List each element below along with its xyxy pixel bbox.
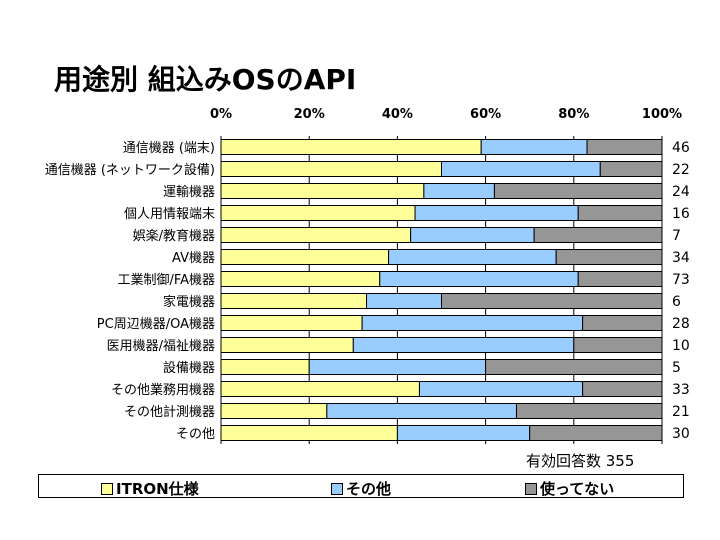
count-label: 24 xyxy=(672,184,690,200)
bar-segment xyxy=(220,227,412,243)
legend: ITRON仕様 その他 使ってない xyxy=(38,474,684,498)
count-label: 33 xyxy=(672,382,690,398)
gridlines xyxy=(220,136,663,444)
category-label: 娯楽/教育機器 xyxy=(133,228,215,244)
bar-segment xyxy=(577,205,663,221)
bar-segment xyxy=(220,315,363,331)
bar-segment xyxy=(582,381,663,397)
count-label: 30 xyxy=(672,426,690,442)
category-label: 設備機器 xyxy=(163,360,215,376)
count-label: 28 xyxy=(672,316,690,332)
x-tick-label: 100% xyxy=(642,107,682,122)
legend-label-other: その他 xyxy=(346,480,392,498)
bar-segment xyxy=(529,425,663,441)
bar-segment xyxy=(582,315,663,331)
count-label: 6 xyxy=(672,294,681,310)
count-label: 22 xyxy=(672,162,690,178)
category-label: 通信機器 (端末) xyxy=(123,141,215,156)
bar-segment xyxy=(480,139,588,155)
count-label: 5 xyxy=(672,360,681,376)
bar-segment xyxy=(485,359,663,375)
category-label: 工業制御/FA機器 xyxy=(117,272,215,288)
category-label: その他 xyxy=(176,427,215,442)
bar-segment xyxy=(220,161,442,177)
category-label: 通信機器 (ネットワーク設備) xyxy=(45,162,215,178)
count-label: 7 xyxy=(672,228,681,244)
bar-segment xyxy=(220,205,416,221)
x-tick-label: 0% xyxy=(210,107,232,122)
count-label: 46 xyxy=(672,140,690,156)
bar-segment xyxy=(423,183,495,199)
bar-segment xyxy=(533,227,663,243)
bar-segment xyxy=(388,249,557,265)
legend-item-other: その他 xyxy=(331,478,391,499)
legend-label-unused: 使ってない xyxy=(540,480,615,498)
bar-segment xyxy=(586,139,663,155)
bar-segment xyxy=(573,337,663,353)
x-tick-label: 20% xyxy=(294,107,325,122)
chart-title: 用途別 組込みOSのAPI xyxy=(54,63,357,96)
category-label: その他業務用機器 xyxy=(111,382,215,398)
x-tick-label: 60% xyxy=(470,107,501,122)
legend-swatch-unused xyxy=(525,482,537,495)
legend-label-itron: ITRON仕様 xyxy=(116,480,199,498)
bar-segment xyxy=(220,139,482,155)
count-label: 34 xyxy=(672,250,690,266)
bar-segment xyxy=(493,183,663,199)
bar-segment xyxy=(414,205,579,221)
bar-segment xyxy=(396,425,531,441)
bar-segment xyxy=(220,271,381,287)
stacked-bar-chart: 0% 20% 40% 60% 80% 100% 通信機器 (端末) 通信機器 (ネットワーク… xyxy=(45,107,690,444)
bar-segment xyxy=(418,381,584,397)
count-label: 21 xyxy=(672,404,690,420)
bar-segment xyxy=(220,403,328,419)
bar-segment xyxy=(220,183,425,199)
bar-segment xyxy=(441,161,601,177)
count-label: 73 xyxy=(672,272,690,288)
x-tick-label: 80% xyxy=(558,107,589,122)
bars xyxy=(220,139,663,441)
category-label: AV機器 xyxy=(172,251,215,266)
legend-item-unused: 使ってない xyxy=(525,478,614,499)
bar-segment xyxy=(410,227,535,243)
bar-segment xyxy=(441,293,663,309)
legend-swatch-itron xyxy=(101,482,113,495)
count-label: 10 xyxy=(672,338,690,354)
category-label: 個人用情報端末 xyxy=(124,207,215,222)
category-label: PC周辺機器/OA機器 xyxy=(97,317,215,332)
category-label: 医用機器/福祉機器 xyxy=(107,339,215,354)
category-label: その他計測機器 xyxy=(124,404,215,420)
bar-segment xyxy=(308,359,487,375)
legend-item-itron: ITRON仕様 xyxy=(101,478,199,499)
bar-segment xyxy=(220,425,398,441)
bar-segment xyxy=(326,403,517,419)
bar-segment xyxy=(220,293,368,309)
x-axis-ticks: 0% 20% 40% 60% 80% 100% xyxy=(210,107,682,122)
bar-segment xyxy=(555,249,663,265)
bar-segment xyxy=(599,161,663,177)
bar-segment xyxy=(379,271,579,287)
bar-segment xyxy=(515,403,663,419)
bar-segment xyxy=(220,359,310,375)
bar-segment xyxy=(577,271,663,287)
response-counts: 46 22 24 16 7 34 73 6 28 10 5 33 21 30 xyxy=(672,140,690,442)
bar-segment xyxy=(220,337,354,353)
category-label: 運輸機器 xyxy=(163,185,215,200)
x-tick-label: 40% xyxy=(382,107,413,122)
category-labels: 通信機器 (端末) 通信機器 (ネットワーク設備) 運輸機器個人用情報端末娯楽/教育… xyxy=(45,141,215,442)
count-label: 16 xyxy=(672,206,690,222)
bar-segment xyxy=(352,337,575,353)
bar-segment xyxy=(361,315,584,331)
bar-segment xyxy=(366,293,442,309)
bar-segment xyxy=(220,249,390,265)
category-label: 家電機器 xyxy=(163,294,215,310)
valid-response-count: 有効回答数 355 xyxy=(526,452,635,470)
legend-swatch-other xyxy=(331,482,343,495)
bar-segment xyxy=(220,381,420,397)
